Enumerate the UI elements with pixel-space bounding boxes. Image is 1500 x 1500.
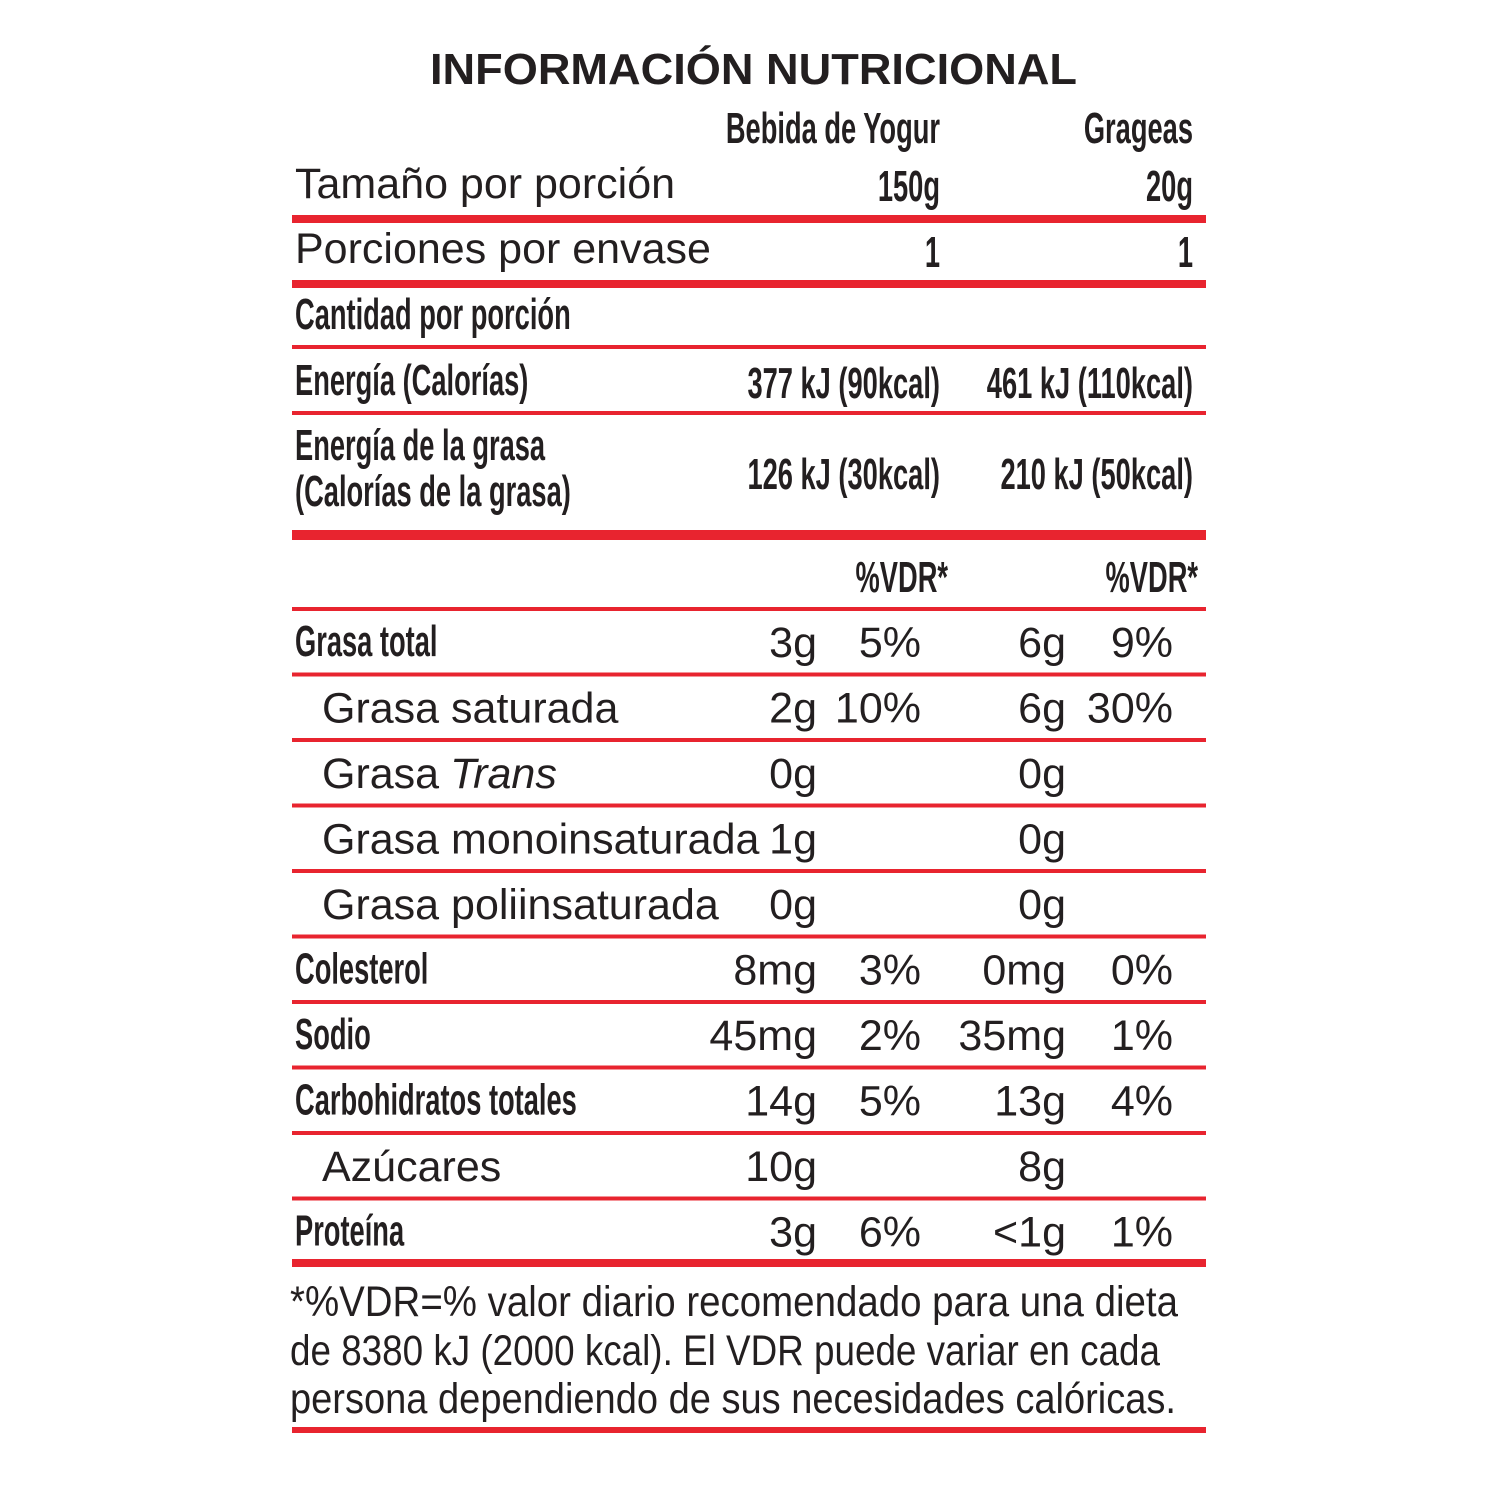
serving-size-label: Tamaño por porción: [295, 160, 675, 208]
rule: [292, 1196, 1206, 1201]
rule: [292, 1427, 1206, 1433]
servings-label: Porciones por envase: [295, 225, 711, 273]
nutrient-value: 3g: [769, 1209, 817, 1257]
rule: [292, 1259, 1206, 1267]
nutrient-value: 6g: [1018, 619, 1066, 667]
nutrient-value: 4%: [1111, 1078, 1173, 1126]
rule: [292, 280, 1206, 288]
rule: [292, 345, 1206, 349]
servings-value: 1: [925, 227, 940, 276]
nutrient-value: 1g: [769, 816, 817, 864]
nutrient-label: Sodio: [295, 1009, 371, 1058]
rule: [292, 607, 1206, 611]
servings-value: 1: [1178, 227, 1193, 276]
fat-energy-label: (Calorías de la grasa): [295, 466, 571, 515]
rule: [292, 738, 1206, 742]
nutrient-value: 0g: [1018, 881, 1066, 929]
nutrient-value: 0g: [1018, 816, 1066, 864]
footnote-line: de 8380 kJ (2000 kcal). El VDR puede var…: [290, 1327, 1160, 1375]
nutrient-value: 1%: [1111, 1209, 1173, 1257]
nutrient-value: 0%: [1111, 947, 1173, 995]
nutrient-value: 5%: [859, 619, 921, 667]
nutrient-value: 2g: [769, 685, 817, 733]
nutrient-label: Carbohidratos totales: [295, 1075, 577, 1124]
energy-label: Energía (Calorías): [295, 355, 528, 404]
footnote-line: persona dependiendo de sus necesidades c…: [290, 1375, 1176, 1423]
nutrient-label: Grasa total: [295, 616, 437, 665]
nutrient-value: 6%: [859, 1209, 921, 1257]
nutrient-label: Grasa Trans: [322, 750, 557, 798]
fat-energy-label: Energía de la grasa: [295, 420, 546, 469]
nutrient-label-italic: Trans: [450, 750, 557, 798]
nutrient-value: 0g: [769, 750, 817, 798]
serving-size-value: 20g: [1146, 161, 1193, 210]
column-header: Bebida de Yogur: [726, 103, 940, 152]
nutrient-label: Grasa monoinsaturada: [322, 816, 759, 864]
nutrient-value: 0g: [769, 881, 817, 929]
nutrient-value: 35mg: [958, 1012, 1066, 1060]
nutrient-value: 8mg: [733, 947, 817, 995]
energy-value: 377 kJ (90kcal): [747, 358, 940, 407]
nutrient-label: Proteína: [295, 1206, 405, 1255]
energy-value: 461 kJ (110kcal): [987, 358, 1193, 407]
nutrient-value: 3g: [769, 619, 817, 667]
nutrient-value: 3%: [859, 947, 921, 995]
nutrient-label: Colesterol: [295, 944, 428, 993]
nutrient-value: 2%: [859, 1012, 921, 1060]
amount-header: Cantidad por porción: [295, 289, 571, 338]
footnote-line: *%VDR=% valor diario recomendado para un…: [290, 1278, 1178, 1326]
nutrient-value: 5%: [859, 1078, 921, 1126]
nutrient-value: 9%: [1111, 619, 1173, 667]
rule: [292, 1131, 1206, 1135]
rule: [292, 1000, 1206, 1004]
vdr-header: %VDR*: [1106, 552, 1199, 601]
rule: [292, 803, 1206, 808]
rule: [292, 934, 1206, 939]
nutrient-value: 10g: [745, 1143, 817, 1191]
nutrient-value: 0g: [1018, 750, 1066, 798]
fat-energy-value: 126 kJ (30kcal): [747, 449, 940, 498]
rule: [292, 869, 1206, 873]
nutrient-label: Grasa poliinsaturada: [322, 881, 719, 929]
nutrient-value: 14g: [745, 1078, 817, 1126]
rule: [292, 215, 1206, 223]
nutrient-value: 8g: [1018, 1143, 1066, 1191]
nutrient-value: 13g: [994, 1078, 1066, 1126]
rule: [292, 672, 1206, 677]
title: INFORMACIÓN NUTRICIONAL: [430, 44, 1077, 94]
nutrient-value: 1%: [1111, 1012, 1173, 1060]
nutrient-label: Grasa saturada: [322, 685, 618, 733]
column-header: Grageas: [1084, 103, 1193, 152]
nutrient-value: 10%: [835, 685, 921, 733]
nutrient-value: 6g: [1018, 685, 1066, 733]
rule: [292, 411, 1206, 415]
rule: [292, 530, 1206, 540]
nutrient-value: <1g: [993, 1209, 1066, 1257]
nutrient-value: 30%: [1087, 685, 1173, 733]
fat-energy-value: 210 kJ (50kcal): [1000, 449, 1193, 498]
nutrient-label: Azúcares: [322, 1143, 501, 1191]
vdr-header: %VDR*: [856, 552, 949, 601]
nutrient-value: 45mg: [709, 1012, 817, 1060]
nutrient-value: 0mg: [982, 947, 1066, 995]
rule: [292, 1065, 1206, 1070]
serving-size-value: 150g: [878, 161, 940, 210]
